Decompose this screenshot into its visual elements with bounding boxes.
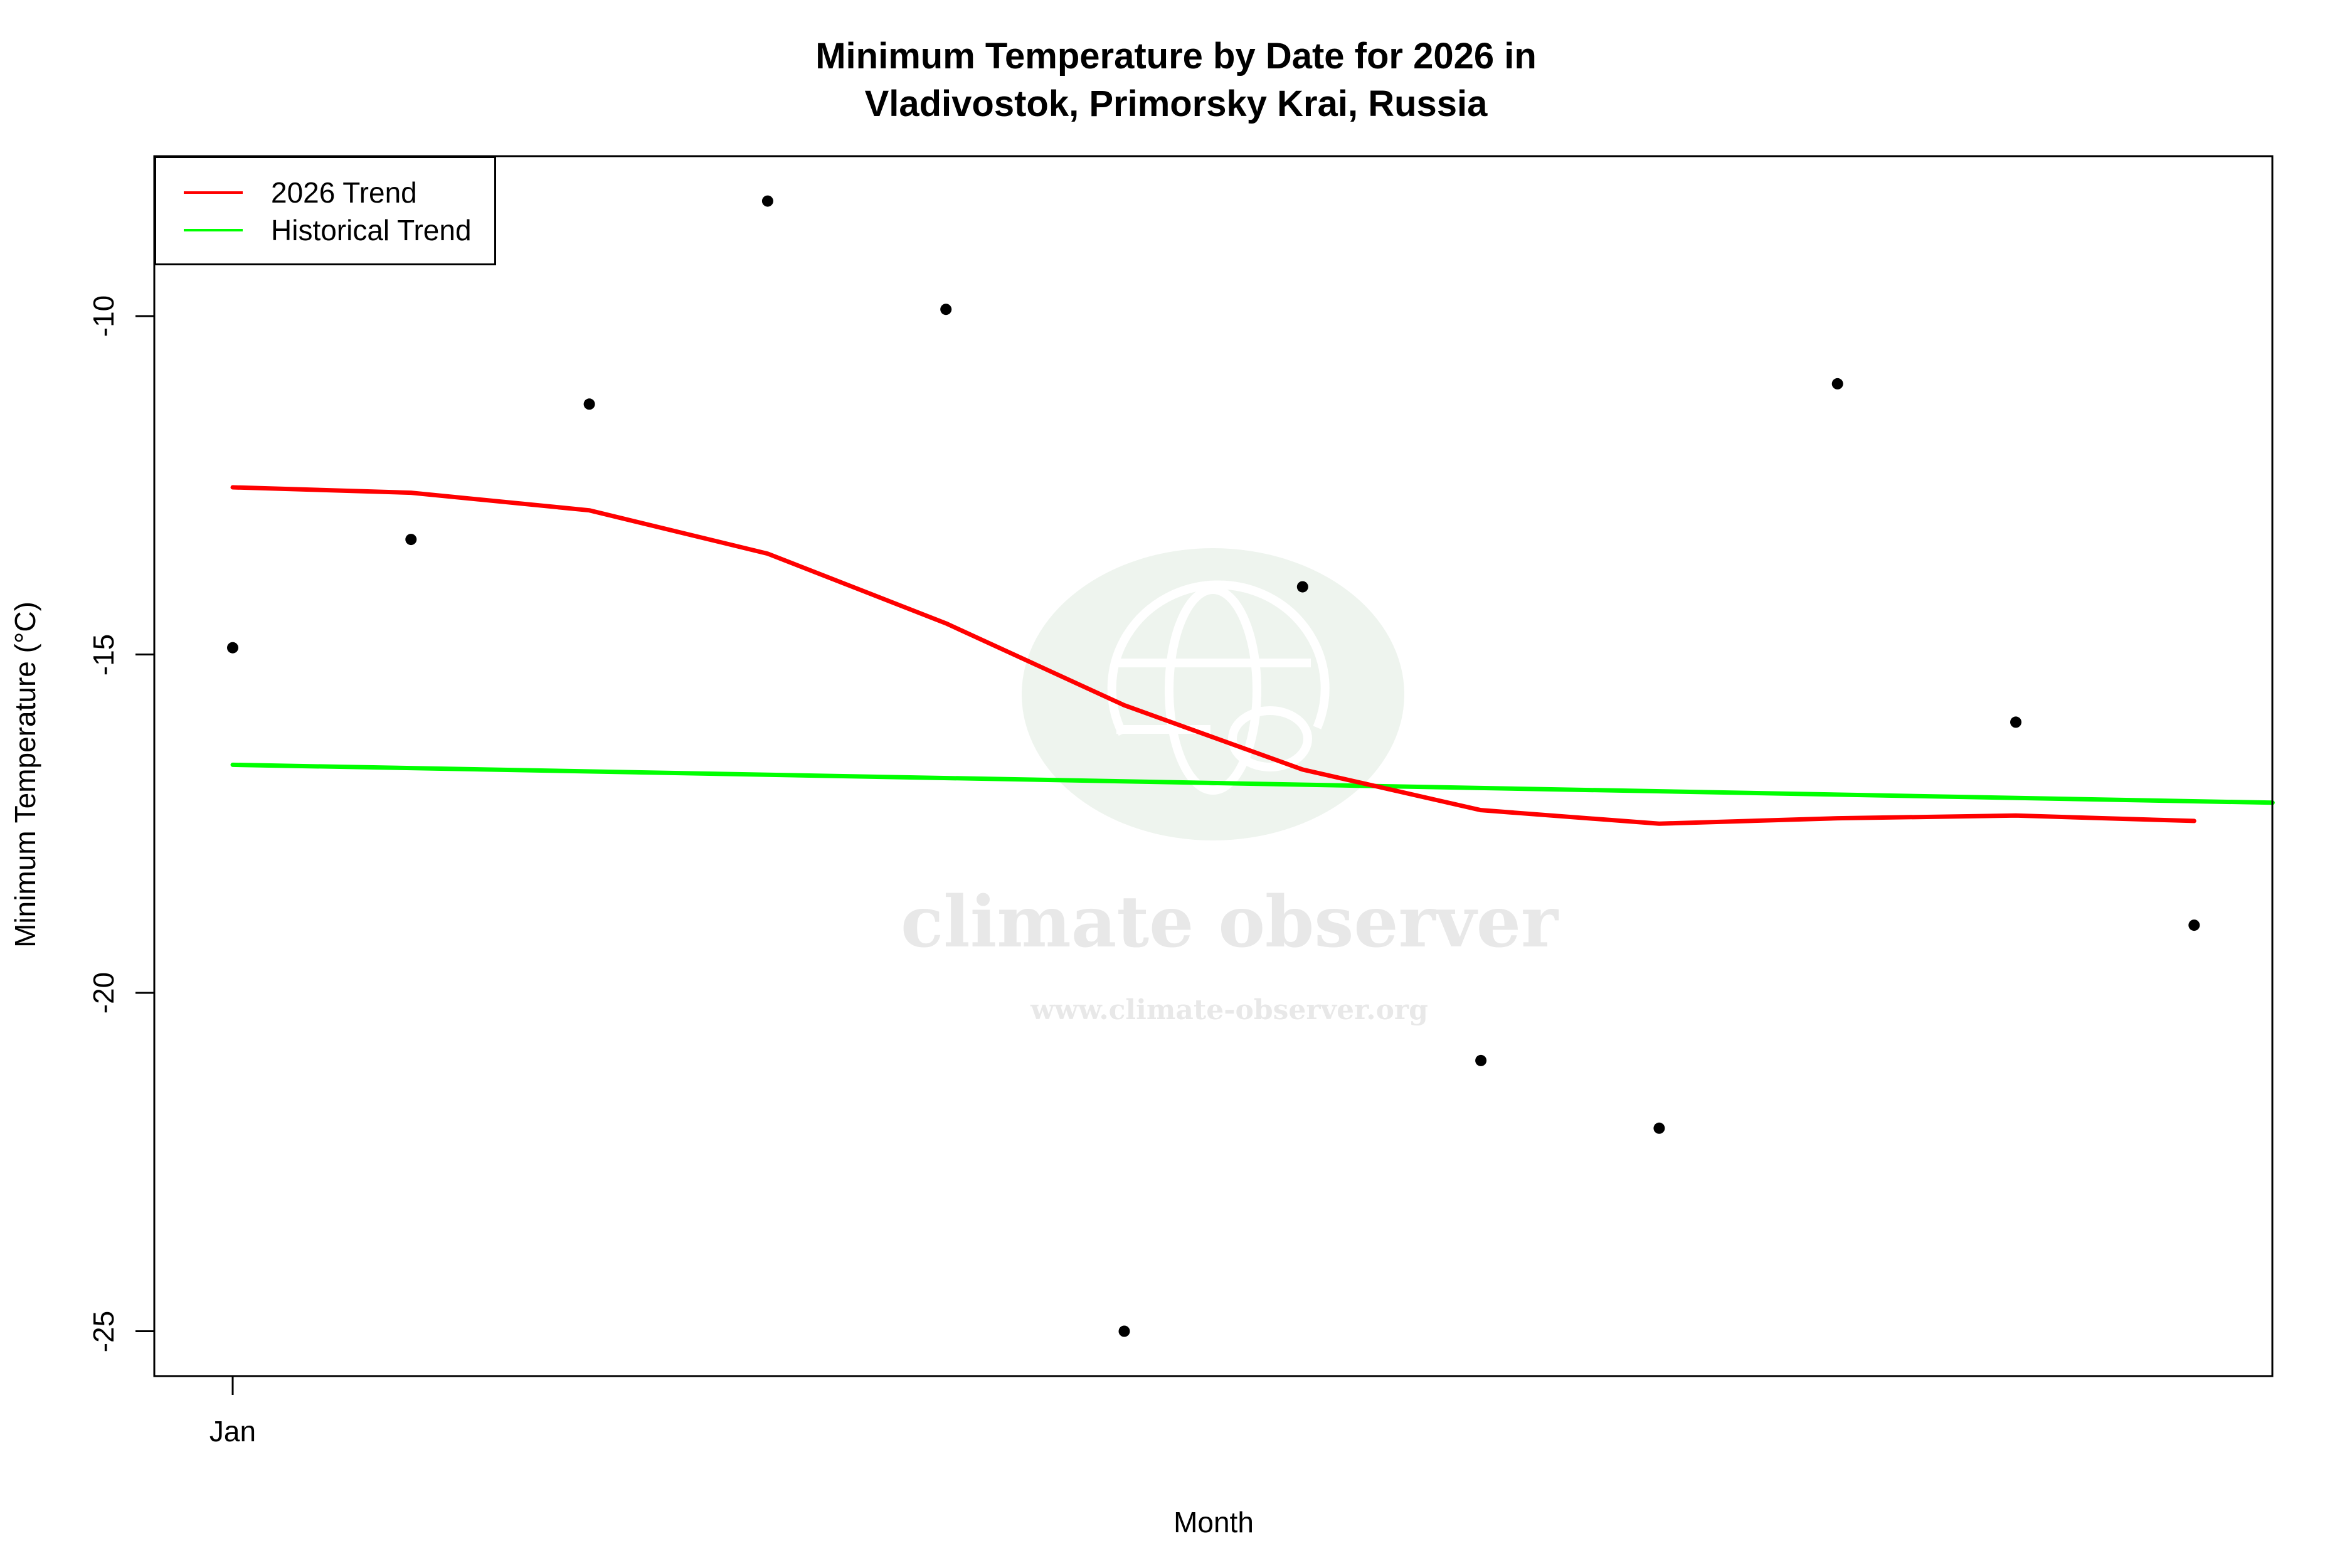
y-tick-label: -20 xyxy=(87,972,120,1014)
y-axis-label: Minimum Temperature (°C) xyxy=(9,601,41,948)
data-point xyxy=(227,642,238,654)
watermark-brand: climate observer xyxy=(900,881,1559,963)
legend-green-line-icon xyxy=(184,229,243,231)
legend-red-line-icon xyxy=(184,191,243,194)
historical-trend-line xyxy=(230,762,2275,805)
chart-title: Minimum Temperature by Date for 2026 in … xyxy=(0,33,2352,128)
legend-item-historical-trend: Historical Trend xyxy=(156,211,494,249)
data-point xyxy=(405,534,417,546)
data-point xyxy=(1118,1325,1130,1337)
data-point xyxy=(1475,1054,1487,1066)
data-point xyxy=(1831,378,1843,389)
chart-title-line-1: Minimum Temperature by Date for 2026 in xyxy=(815,36,1537,77)
legend-label: Historical Trend xyxy=(271,214,472,246)
data-point xyxy=(1296,581,1308,593)
trend-2026-line xyxy=(230,485,2196,826)
legend: 2026 Trend Historical Trend xyxy=(154,156,496,265)
y-tick-label: -25 xyxy=(87,1310,120,1352)
data-point xyxy=(583,398,595,410)
chart-title-line-2: Vladivostok, Primorsky Krai, Russia xyxy=(864,83,1488,124)
data-point xyxy=(2188,919,2200,931)
data-point xyxy=(2010,716,2021,728)
watermark-logo-icon xyxy=(1022,548,1404,840)
watermark-url: www.climate-observer.org xyxy=(1030,994,1428,1026)
y-axis-ticks xyxy=(135,315,154,1332)
data-point xyxy=(1653,1122,1665,1134)
data-point xyxy=(940,304,952,315)
y-tick-label: -15 xyxy=(87,633,120,675)
x-axis-label: Month xyxy=(1173,1506,1254,1539)
data-point xyxy=(761,195,773,207)
plot-frame xyxy=(153,155,2274,1377)
y-tick-label: -10 xyxy=(87,295,120,337)
legend-item-2026-trend: 2026 Trend xyxy=(156,174,494,211)
data-points xyxy=(227,195,2200,1337)
x-tick-label-jan: Jan xyxy=(209,1415,257,1448)
legend-label: 2026 Trend xyxy=(271,176,417,209)
